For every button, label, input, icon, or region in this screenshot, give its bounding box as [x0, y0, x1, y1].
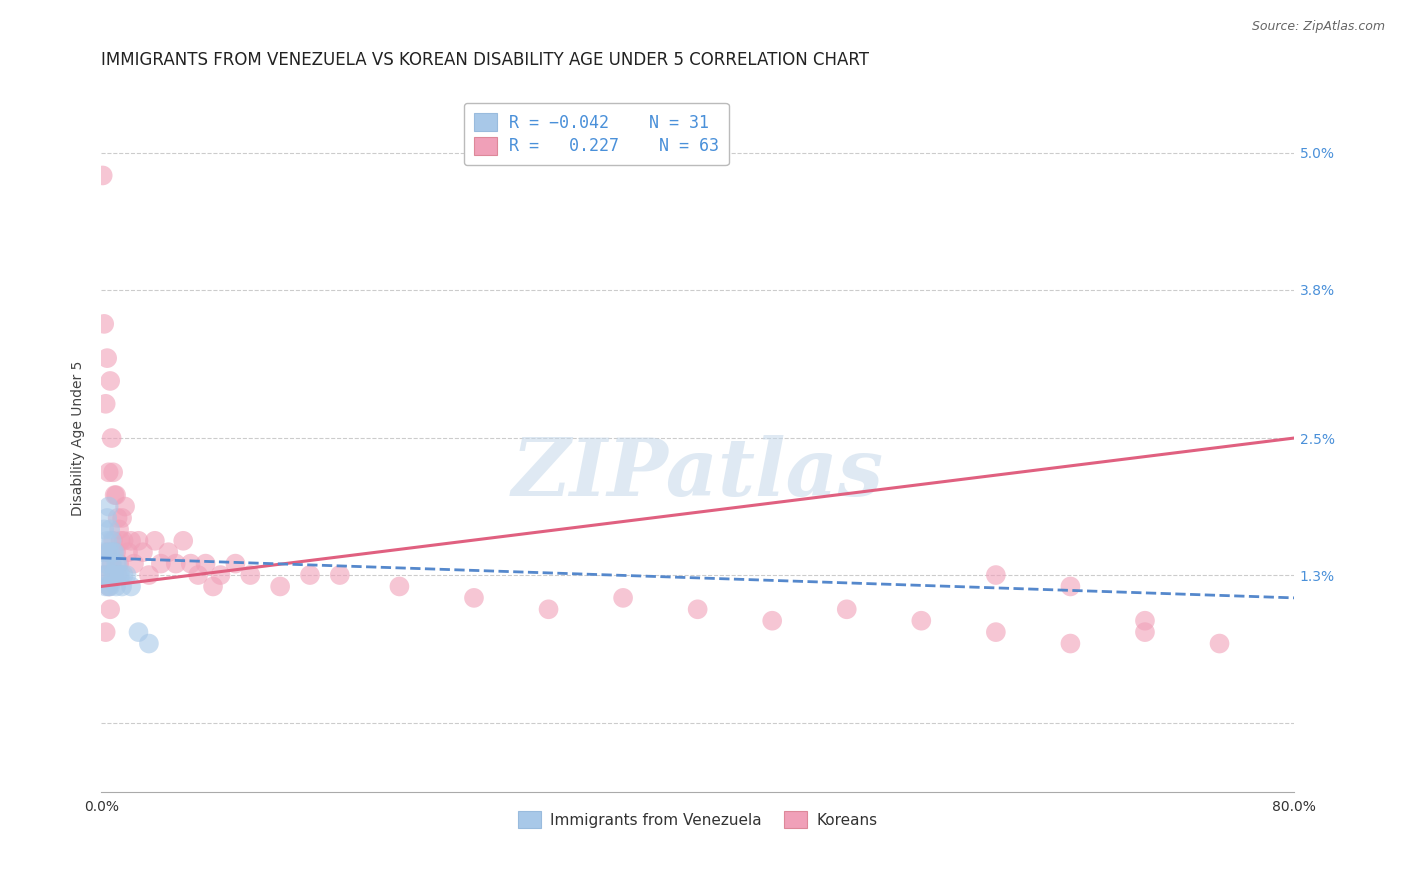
Text: IMMIGRANTS FROM VENEZUELA VS KOREAN DISABILITY AGE UNDER 5 CORRELATION CHART: IMMIGRANTS FROM VENEZUELA VS KOREAN DISA…: [101, 51, 869, 69]
Point: [984, 568, 1007, 582]
Point: [94, 625, 117, 640]
Point: [110, 533, 132, 548]
Point: [165, 557, 187, 571]
Point: [105, 579, 128, 593]
Point: [105, 557, 128, 571]
Point: [93, 568, 115, 582]
Point: [112, 568, 135, 582]
Point: [110, 568, 132, 582]
Point: [98, 522, 121, 536]
Point: [111, 579, 134, 593]
Point: [127, 625, 149, 640]
Point: [194, 557, 217, 571]
Point: [98, 545, 121, 559]
Text: Source: ZipAtlas.com: Source: ZipAtlas.com: [1251, 20, 1385, 33]
Point: [120, 579, 142, 593]
Point: [1133, 614, 1156, 628]
Point: [91, 545, 114, 559]
Point: [108, 557, 131, 571]
Point: [96, 351, 118, 365]
Point: [239, 568, 262, 582]
Text: ZIPatlas: ZIPatlas: [512, 434, 884, 512]
Point: [93, 522, 115, 536]
Point: [209, 568, 232, 582]
Point: [91, 169, 114, 183]
Point: [101, 465, 124, 479]
Point: [100, 533, 122, 548]
Point: [94, 579, 117, 593]
Point: [104, 488, 127, 502]
Point: [138, 568, 160, 582]
Point: [537, 602, 560, 616]
Point: [108, 522, 131, 536]
Point: [761, 614, 783, 628]
Point: [98, 374, 121, 388]
Point: [101, 533, 124, 548]
Point: [1208, 636, 1230, 650]
Point: [269, 579, 291, 593]
Point: [112, 533, 135, 548]
Point: [984, 625, 1007, 640]
Point: [108, 568, 131, 582]
Point: [132, 545, 155, 559]
Point: [172, 533, 194, 548]
Point: [329, 568, 352, 582]
Point: [224, 557, 246, 571]
Legend: Immigrants from Venezuela, Koreans: Immigrants from Venezuela, Koreans: [512, 805, 884, 834]
Point: [117, 545, 139, 559]
Point: [149, 557, 172, 571]
Point: [100, 431, 122, 445]
Point: [97, 579, 120, 593]
Point: [105, 488, 128, 502]
Point: [93, 317, 115, 331]
Point: [1059, 636, 1081, 650]
Point: [111, 511, 134, 525]
Point: [298, 568, 321, 582]
Point: [463, 591, 485, 605]
Point: [100, 557, 122, 571]
Point: [97, 465, 120, 479]
Point: [115, 568, 138, 582]
Point: [127, 533, 149, 548]
Point: [202, 579, 225, 593]
Point: [143, 533, 166, 548]
Point: [104, 568, 127, 582]
Point: [107, 568, 129, 582]
Point: [138, 636, 160, 650]
Point: [94, 557, 117, 571]
Point: [97, 545, 120, 559]
Point: [94, 397, 117, 411]
Point: [686, 602, 709, 616]
Point: [97, 500, 120, 514]
Y-axis label: Disability Age Under 5: Disability Age Under 5: [72, 360, 86, 516]
Point: [107, 557, 129, 571]
Point: [835, 602, 858, 616]
Point: [104, 568, 127, 582]
Point: [1059, 579, 1081, 593]
Point: [105, 545, 128, 559]
Point: [187, 568, 209, 582]
Point: [157, 545, 180, 559]
Point: [388, 579, 411, 593]
Point: [97, 579, 120, 593]
Point: [107, 511, 129, 525]
Point: [120, 533, 142, 548]
Point: [98, 602, 121, 616]
Point: [96, 533, 118, 548]
Point: [122, 557, 145, 571]
Point: [114, 500, 136, 514]
Point: [101, 568, 124, 582]
Point: [180, 557, 202, 571]
Point: [98, 579, 121, 593]
Point: [93, 568, 115, 582]
Point: [101, 545, 124, 559]
Point: [612, 591, 634, 605]
Point: [96, 545, 118, 559]
Point: [96, 511, 118, 525]
Point: [96, 568, 118, 582]
Point: [104, 545, 127, 559]
Point: [910, 614, 932, 628]
Point: [1133, 625, 1156, 640]
Point: [100, 557, 122, 571]
